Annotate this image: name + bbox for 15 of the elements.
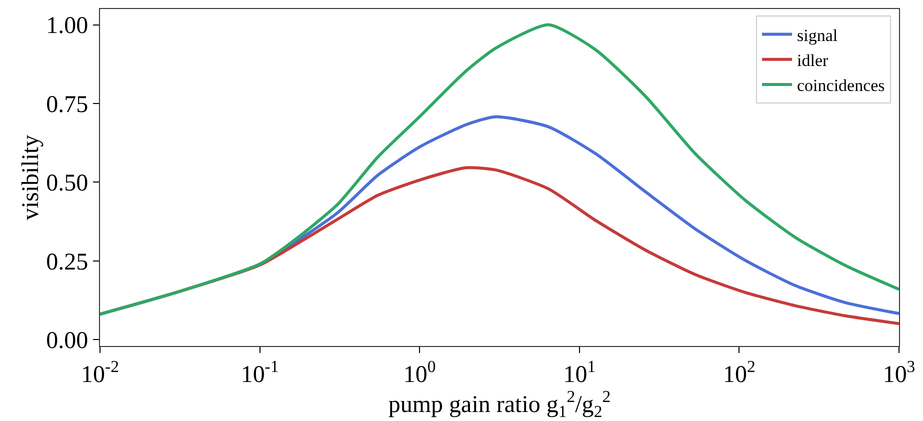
x-tick-label: 10$^{-2}$: [81, 356, 119, 388]
legend-label: idler: [797, 51, 828, 70]
x-tick-label: 10$^{0}$: [403, 356, 436, 388]
legend-label: signal: [797, 26, 838, 45]
x-tick-label: 10$^{3}$: [882, 356, 916, 388]
y-axis-title: visibility: [18, 134, 44, 220]
x-tick-label: 10$^{2}$: [723, 356, 756, 388]
y-tick-label: 0.75: [46, 92, 88, 118]
x-tick-label: 10$^{-1}$: [240, 356, 279, 388]
y-tick-label: 0.50: [46, 170, 88, 197]
y-tick-label: 1.00: [46, 13, 88, 40]
legend-label: coincidences: [797, 76, 885, 96]
y-tick-label: 0.25: [46, 249, 88, 276]
y-tick-label: 0.00: [46, 328, 88, 354]
x-tick-label: 10$^{1}$: [563, 356, 596, 388]
